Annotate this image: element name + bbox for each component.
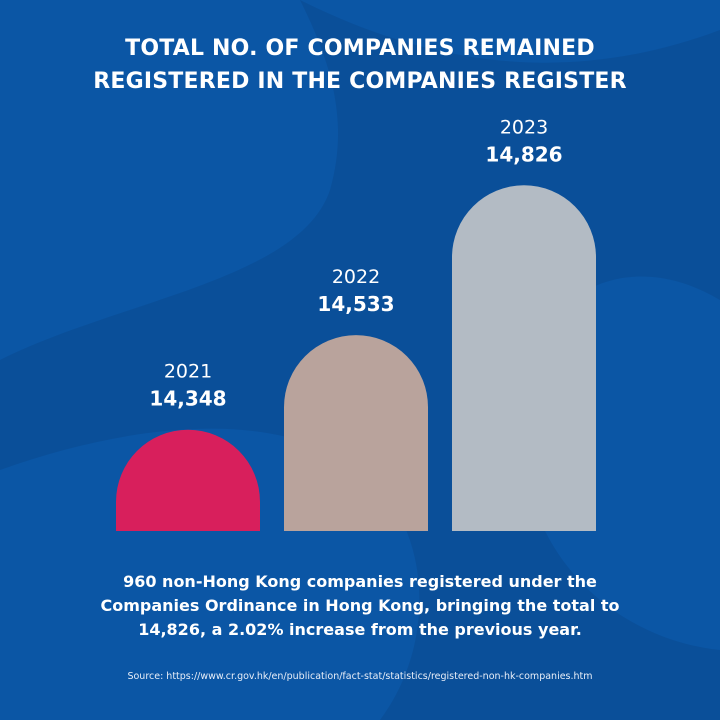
caption-line-1: 960 non-Hong Kong companies registered u…	[123, 572, 597, 591]
year-label-2023: 2023	[500, 116, 548, 138]
chart-title: TOTAL NO. OF COMPANIES REMAINED REGISTER…	[0, 32, 720, 98]
bar-2022	[284, 335, 428, 531]
bar-group-2022: 2022 14,533	[284, 266, 428, 531]
caption-line-2: Companies Ordinance in Hong Kong, bringi…	[100, 596, 620, 615]
year-label-2022: 2022	[332, 266, 380, 288]
bar-2023	[452, 185, 596, 531]
value-label-2023: 14,826	[485, 142, 562, 166]
value-label-2022: 14,533	[317, 292, 394, 316]
bar-2021	[116, 429, 260, 531]
caption-line-3: 14,826, a 2.02% increase from the previo…	[138, 620, 582, 639]
bar-group-2023: 2023 14,826	[452, 116, 596, 531]
source-citation: Source: https://www.cr.gov.hk/en/publica…	[127, 671, 593, 682]
chart-title-line-1: TOTAL NO. OF COMPANIES REMAINED	[125, 36, 595, 61]
bar-group-2021: 2021 14,348	[116, 361, 260, 531]
value-label-2021: 14,348	[149, 387, 226, 411]
summary-caption: 960 non-Hong Kong companies registered u…	[40, 570, 680, 642]
year-label-2021: 2021	[164, 361, 212, 383]
chart-title-line-2: REGISTERED IN THE COMPANIES REGISTER	[93, 69, 627, 94]
